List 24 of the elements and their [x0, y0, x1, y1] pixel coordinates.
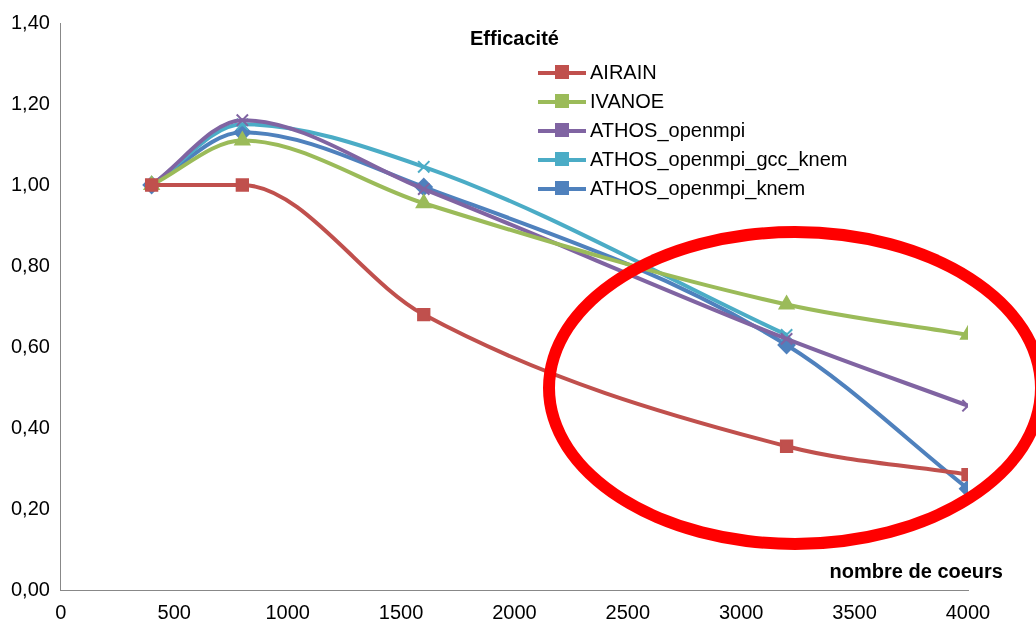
legend-label: ATHOS_openmpi	[590, 118, 746, 144]
x-tick-label: 2000	[492, 600, 537, 623]
x-tick-label: 1500	[378, 600, 424, 623]
legend-label: IVANOE	[590, 89, 665, 114]
legend-label: ATHOS_openmpi_knem	[590, 176, 806, 202]
x-tick-label: 3000	[718, 600, 764, 623]
legend-label: AIRAIN	[590, 60, 657, 85]
chart-title: Efficacité	[469, 27, 559, 49]
x-tick-label: 2500	[605, 600, 651, 623]
x-tick-label: 3500	[832, 600, 877, 623]
x-tick-label: 4000	[945, 600, 991, 623]
x-axis-title: nombre de coeurs	[829, 560, 1003, 582]
y-tick-label: 0,60	[10, 334, 50, 357]
legend-label: ATHOS_openmpi_gcc_knem	[590, 147, 848, 173]
y-tick-label: 0,40	[10, 415, 50, 438]
x-tick-label: 500	[157, 600, 191, 623]
y-tick-label: 0,00	[10, 577, 50, 600]
y-tick-label: 1,20	[10, 91, 50, 114]
x-tick-label: 1000	[265, 600, 310, 623]
y-tick-label: 1,40	[10, 10, 50, 33]
y-tick-label: 0,20	[10, 496, 50, 519]
y-tick-label: 0,80	[10, 253, 50, 276]
y-tick-label: 1,00	[10, 172, 50, 195]
x-tick-label: 0	[55, 600, 67, 623]
